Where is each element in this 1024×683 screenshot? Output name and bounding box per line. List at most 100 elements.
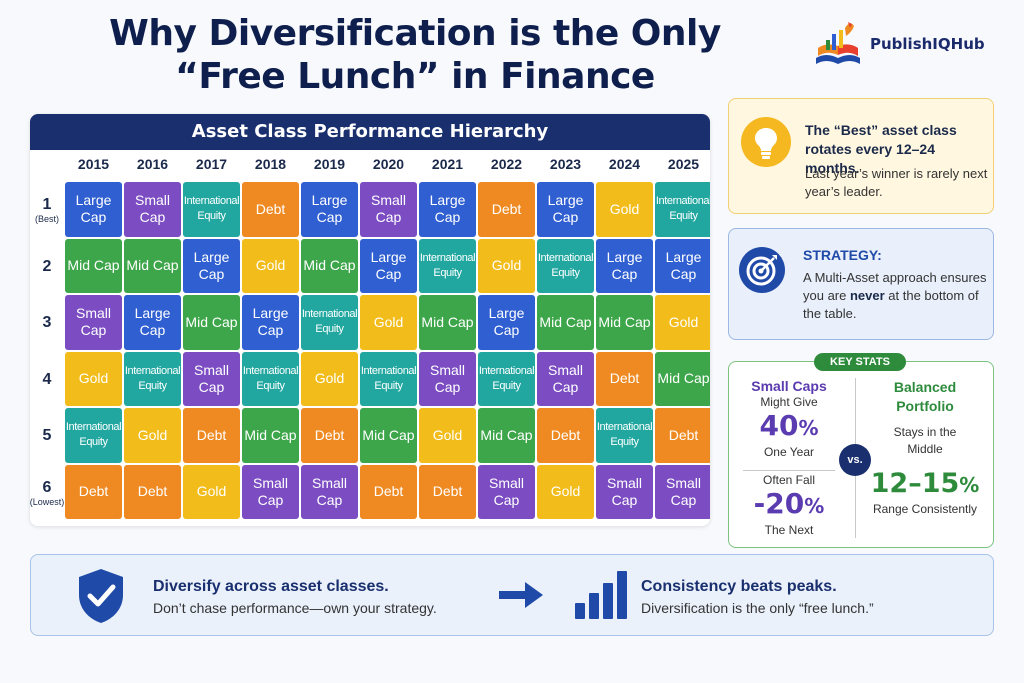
rank-number: 1 (42, 196, 52, 214)
asset-cell: Large Cap (478, 295, 535, 350)
strategy-body-start: A Multi-Asset approach ensures you are (803, 270, 987, 303)
key-stats-card: Small Caps Might Give 40% One Year Often… (728, 361, 994, 548)
asset-cell: International Equity (655, 182, 710, 237)
small-caps-label: Small Caps (751, 378, 827, 394)
asset-cell: Gold (183, 464, 240, 519)
loss-value: -20% (741, 488, 837, 522)
asset-cell: Mid Cap (183, 295, 240, 350)
stays-line-2: Middle (907, 442, 943, 456)
diversify-heading: Diversify across asset classes. (153, 578, 389, 595)
title-line-2: “Free Lunch” in Finance (175, 56, 655, 97)
rank-subtitle: (Lowest) (30, 496, 65, 507)
loss-unit: % (804, 494, 825, 518)
asset-cell: Debt (478, 182, 535, 237)
asset-cell: Small Cap (478, 464, 535, 519)
asset-cell: Mid Cap (478, 408, 535, 463)
year-header: 2025 (667, 156, 700, 172)
asset-cell: International Equity (360, 351, 417, 406)
asset-cell: Debt (360, 464, 417, 519)
page-title: Why Diversification is the Only “Free Lu… (0, 12, 830, 98)
asset-cell: Mid Cap (655, 351, 710, 406)
consistency-message: Consistency beats peaks. Diversification… (641, 576, 874, 618)
range-unit: % (959, 473, 980, 497)
asset-cell: Debt (124, 464, 181, 519)
year-header: 2016 (136, 156, 169, 172)
asset-cell: Large Cap (596, 238, 653, 293)
rank-number: 6 (42, 478, 52, 496)
asset-cell: Large Cap (419, 182, 476, 237)
year-header: 2017 (195, 156, 228, 172)
asset-cell: Small Cap (596, 464, 653, 519)
asset-cell: Gold (301, 351, 358, 406)
balanced-label-2: Portfolio (896, 398, 954, 414)
brand-name: PublishIQHub (870, 35, 985, 53)
asset-cell: International Equity (537, 238, 594, 293)
asset-cell: Small Cap (65, 295, 122, 350)
strategy-body-bold: never (849, 288, 885, 303)
rotation-body: Last year’s winner is rarely next year’s… (805, 166, 988, 199)
asset-cell: Debt (537, 408, 594, 463)
rank-label: 4 (30, 352, 64, 409)
often-fall-label: Often Fall (762, 473, 816, 487)
brand-name-main: PublishIQ (870, 35, 951, 53)
asset-cell: Large Cap (360, 238, 417, 293)
shield-check-icon (75, 567, 127, 630)
asset-cell: Large Cap (183, 238, 240, 293)
year-header: 2019 (313, 156, 346, 172)
range-note: Range Consistently (872, 502, 978, 516)
asset-cell: Debt (419, 464, 476, 519)
rank-label: 1 (Best) (30, 182, 64, 239)
rank-number: 5 (42, 427, 52, 445)
consistency-heading: Consistency beats peaks. (641, 578, 837, 595)
asset-cell: Mid Cap (242, 408, 299, 463)
asset-cell: Gold (478, 238, 535, 293)
asset-cell: International Equity (65, 408, 122, 463)
loss-number: -20 (753, 487, 805, 520)
asset-cell: Gold (242, 238, 299, 293)
asset-cell: Small Cap (183, 351, 240, 406)
asset-cell: Mid Cap (537, 295, 594, 350)
key-stats-badge: KEY STATS (814, 353, 906, 371)
vs-badge: vs. (839, 444, 871, 476)
brand-logo-area: PublishIQHub (812, 14, 1012, 74)
gain-period: One Year (763, 445, 815, 459)
might-give-label: Might Give (760, 395, 818, 409)
strategy-body: A Multi-Asset approach ensures you are n… (803, 269, 988, 323)
year-header: 2020 (372, 156, 405, 172)
bottom-banner: Diversify across asset classes. Don’t ch… (30, 554, 994, 636)
asset-cell: Gold (537, 464, 594, 519)
rank-number: 2 (42, 257, 52, 275)
strategy-body-end: at the bottom of the table. (803, 288, 979, 321)
asset-cell: International Equity (596, 408, 653, 463)
rank-subtitle: (Best) (34, 214, 59, 225)
small-caps-stats: Small Caps Might Give 40% One Year Often… (741, 378, 837, 538)
stays-line-1: Stays in the (893, 425, 957, 439)
year-header: 2015 (77, 156, 110, 172)
table-title: Asset Class Performance Hierarchy (30, 114, 710, 150)
asset-cell: Large Cap (537, 182, 594, 237)
balanced-portfolio-stats: Balanced Portfolio Stays in the Middle 1… (863, 378, 987, 518)
year-header: 2023 (549, 156, 582, 172)
brand-name-hub: Hub (950, 35, 985, 53)
asset-cell: International Equity (419, 238, 476, 293)
rank-number: 3 (42, 314, 52, 332)
strategy-card: STRATEGY: A Multi-Asset approach ensures… (728, 228, 994, 340)
right-arrow-icon (497, 580, 545, 615)
performance-table-panel: Asset Class Performance Hierarchy 2015 20… (30, 114, 710, 526)
target-icon (739, 247, 785, 293)
gain-unit: % (798, 416, 819, 440)
range-value: 12–15% (863, 468, 987, 501)
asset-cell: Small Cap (242, 464, 299, 519)
asset-cell: Debt (65, 464, 122, 519)
asset-cell: Large Cap (65, 182, 122, 237)
balanced-label-1: Balanced (893, 379, 957, 395)
asset-cell: International Equity (242, 351, 299, 406)
asset-cell: Small Cap (655, 464, 710, 519)
asset-cell: Debt (655, 408, 710, 463)
asset-cell: Small Cap (124, 182, 181, 237)
asset-cell: Mid Cap (301, 238, 358, 293)
bar-chart-icon (573, 569, 629, 626)
title-line-1: Why Diversification is the Only (109, 13, 721, 54)
year-header: 2022 (490, 156, 523, 172)
year-header-row: 2015 2016 2017 2018 2019 2020 2021 2022 2023 2024… (64, 156, 710, 172)
